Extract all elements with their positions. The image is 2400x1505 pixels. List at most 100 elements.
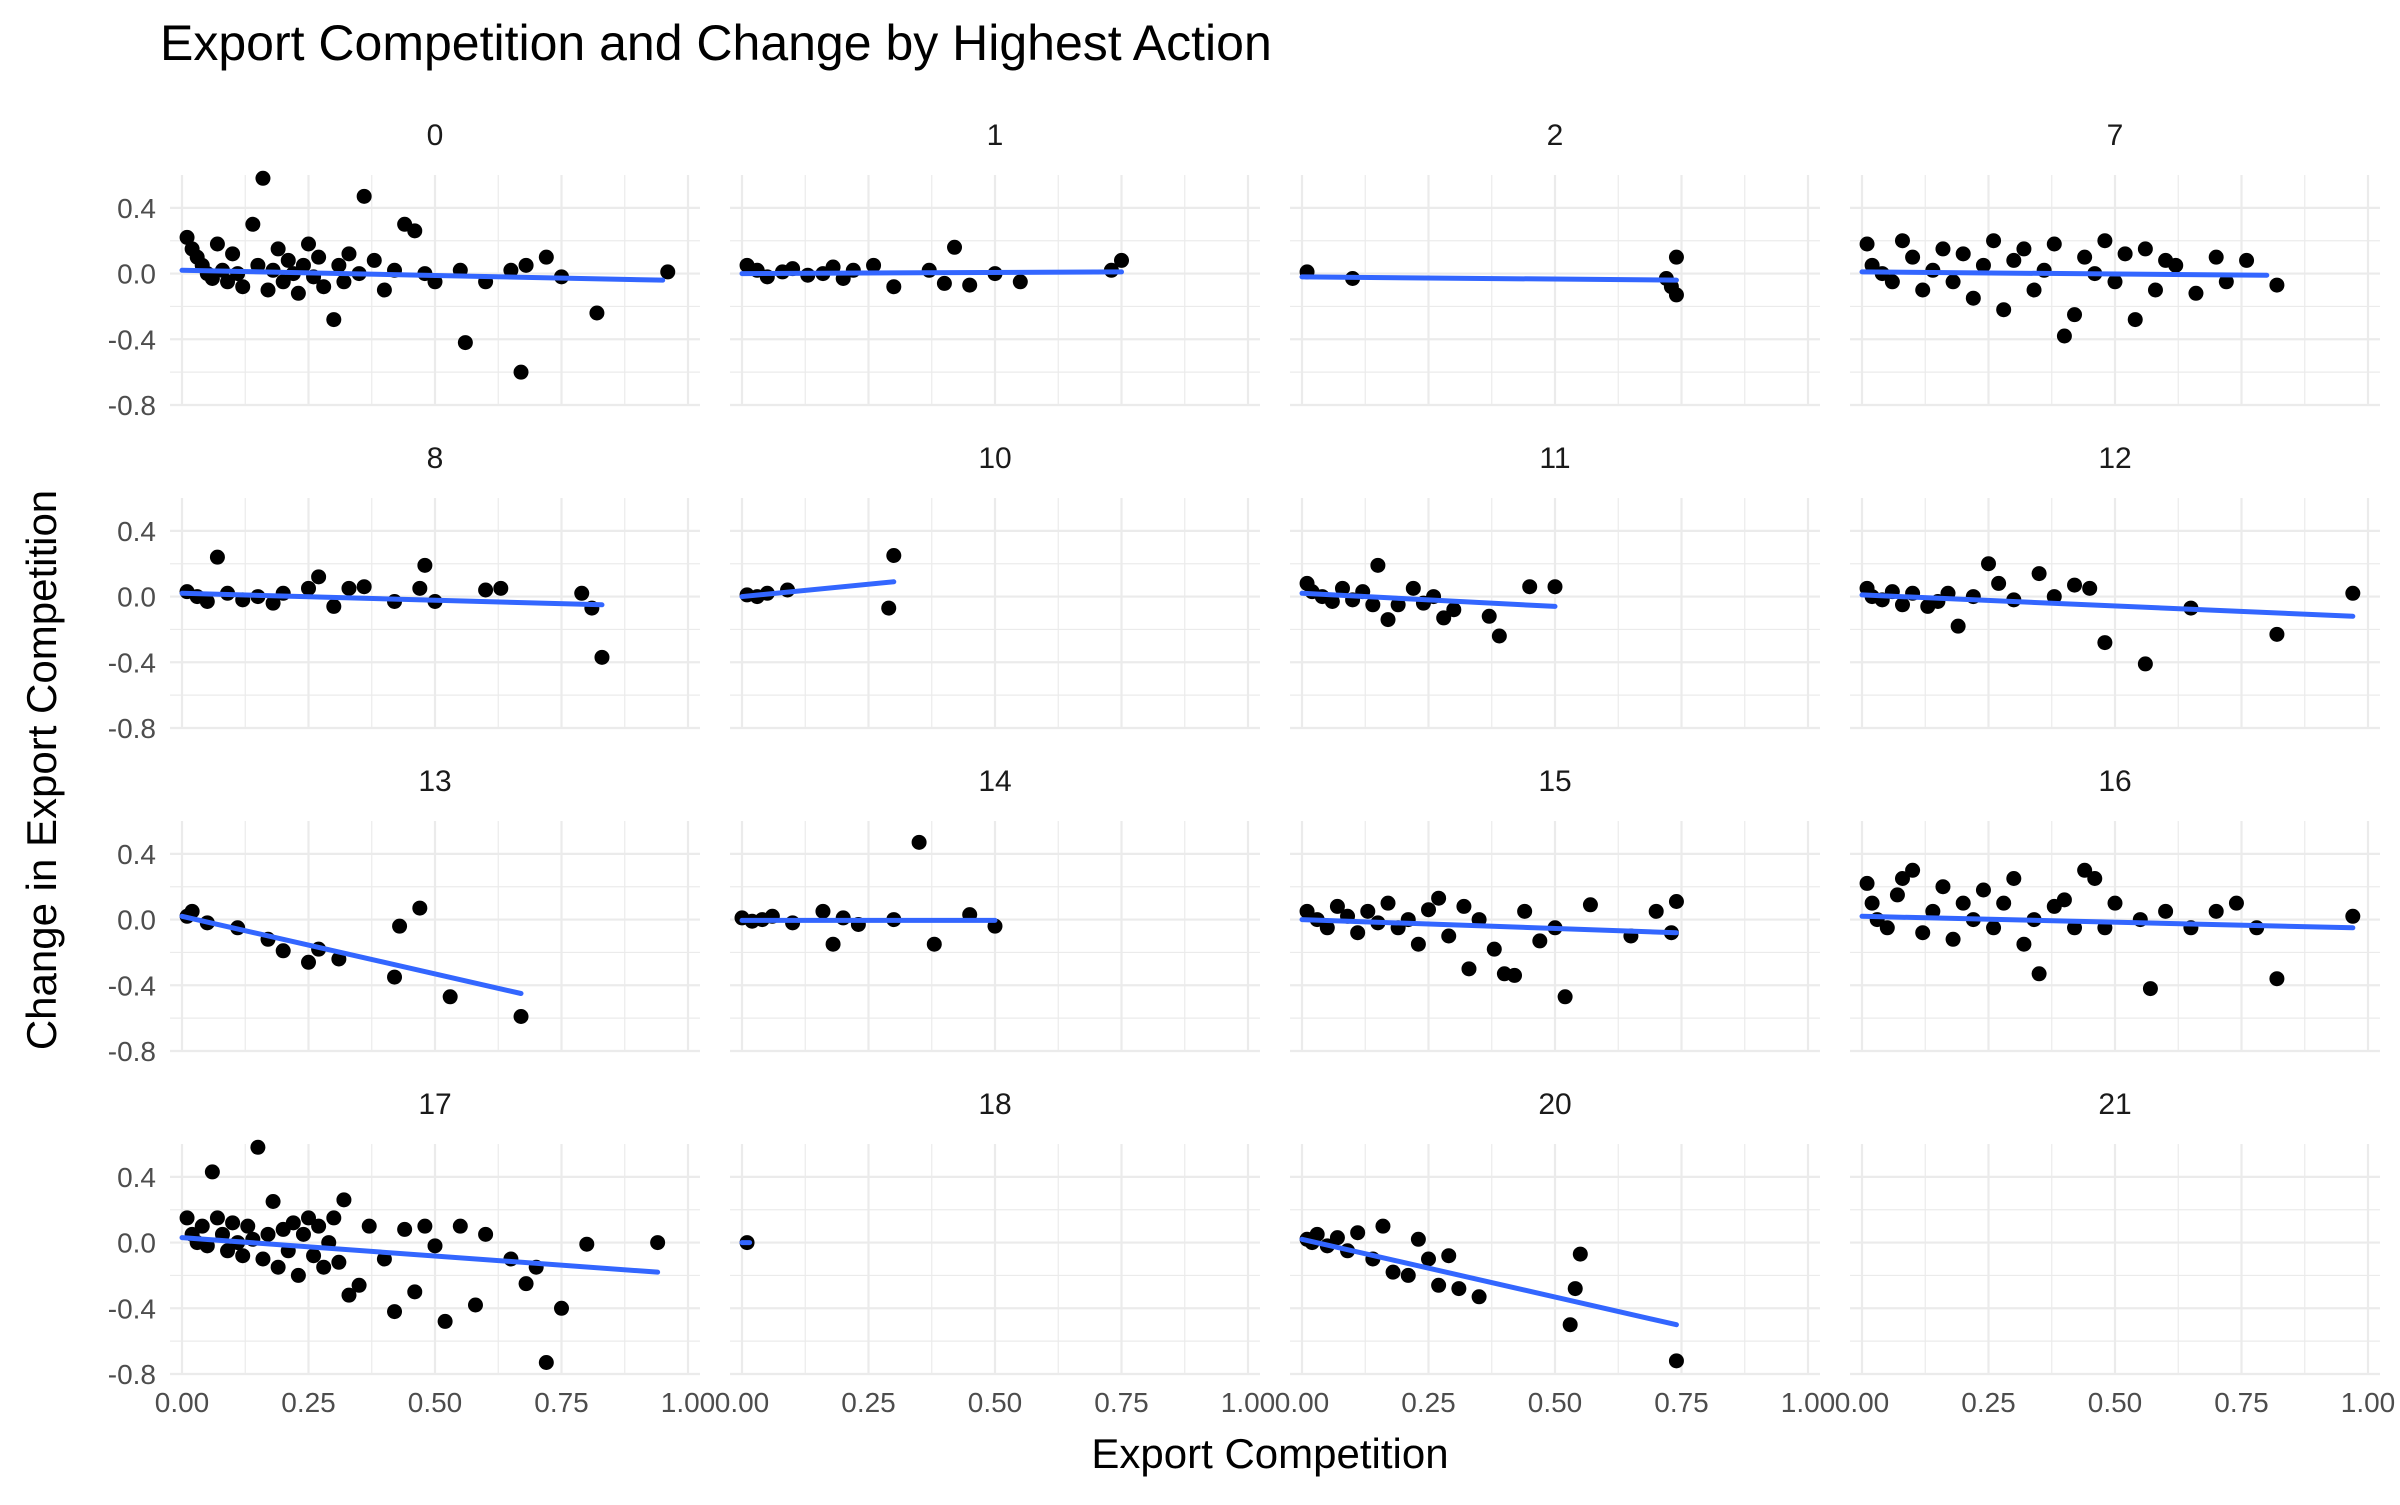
data-point [2345, 585, 2361, 601]
trend-line [1299, 590, 1558, 609]
data-point [184, 903, 200, 919]
data-point [554, 1300, 569, 1316]
data-point [1456, 898, 1472, 914]
data-point [589, 305, 605, 321]
data-point [2087, 871, 2103, 886]
facet-strip-label: 18 [978, 1088, 1011, 1121]
data-point [1324, 594, 1340, 609]
data-point [947, 239, 963, 255]
data-point [2006, 871, 2022, 886]
facet-strip-label: 11 [1539, 442, 1570, 475]
data-point [1945, 274, 1961, 290]
data-point [376, 1251, 392, 1267]
data-point [442, 989, 458, 1005]
data-point [881, 600, 897, 616]
data-point [1562, 1317, 1578, 1333]
data-point [650, 1235, 666, 1251]
data-point [2228, 895, 2244, 911]
data-point [387, 1304, 403, 1320]
data-point [886, 279, 902, 295]
facet-strip-label: 0 [427, 119, 444, 152]
data-point [1375, 1218, 1391, 1234]
data-point [295, 1226, 311, 1242]
data-point [1889, 887, 1905, 903]
x-tick-label: 0.25 [1961, 1387, 2016, 1418]
data-point [1334, 580, 1350, 596]
data-point [2077, 249, 2093, 265]
data-point [513, 1009, 529, 1024]
data-point [1436, 610, 1452, 626]
data-point [2142, 981, 2158, 997]
data-point [2077, 862, 2093, 878]
trend-line [739, 579, 897, 600]
data-point [280, 252, 296, 268]
data-point [1557, 989, 1573, 1005]
y-tick-label: 0.0 [117, 259, 156, 290]
facet-panel-16: 16 [1850, 765, 2380, 1053]
data-point [1329, 898, 1345, 914]
data-point [2137, 241, 2153, 257]
data-point [1350, 925, 1366, 941]
x-axis-label: Export Competition [1091, 1430, 1448, 1477]
data-point [1915, 925, 1931, 941]
x-tick-label: 0.50 [1528, 1387, 1583, 1418]
data-point [179, 229, 195, 245]
data-point [467, 1297, 483, 1313]
data-point [1405, 580, 1421, 596]
data-point [275, 274, 291, 290]
trend-line [1299, 274, 1679, 283]
data-point [2208, 249, 2224, 265]
data-point [1935, 241, 1951, 257]
data-point [220, 1243, 236, 1259]
data-point [2046, 236, 2062, 252]
y-tick-label: -0.8 [108, 390, 156, 421]
data-point [2158, 903, 2174, 919]
data-point [457, 335, 473, 351]
y-tick-label: 0.4 [117, 193, 156, 224]
trend-line [179, 267, 666, 283]
data-point [1114, 252, 1129, 268]
facet-panel-1: 1 [730, 119, 1260, 407]
data-point [1864, 257, 1880, 273]
data-point [326, 1210, 342, 1226]
data-point [594, 649, 610, 665]
data-point [1975, 882, 1991, 898]
data-point [341, 580, 357, 596]
data-point [1864, 895, 1880, 911]
facet-panel-8: 8 0.4 0.0 -0.4 -0.8 [108, 442, 700, 744]
data-point [1421, 1251, 1436, 1267]
data-point [311, 249, 327, 265]
data-point [290, 1267, 306, 1283]
data-point [2188, 285, 2204, 301]
data-point [437, 1313, 453, 1329]
data-point [311, 1218, 327, 1234]
data-point [1965, 290, 1981, 306]
trend-line [1859, 913, 2356, 931]
chart-title: Export Competition and Change by Highest… [160, 15, 1272, 71]
facet-strip-label: 16 [2098, 765, 2131, 798]
data-point [260, 1226, 276, 1242]
data-point [1648, 903, 1664, 919]
data-point [1486, 941, 1502, 957]
trend-line [1299, 1236, 1679, 1328]
facet-panel-20: 20 0.00 0.25 0.50 0.75 1.00 [1275, 1088, 1836, 1418]
data-point [1461, 961, 1477, 977]
data-point [1859, 875, 1875, 891]
data-point [1894, 871, 1910, 886]
data-point [2117, 246, 2133, 262]
data-point [275, 943, 291, 959]
x-tick-label: 0.75 [2214, 1387, 2269, 1418]
data-point [361, 1218, 377, 1234]
data-point [1441, 1248, 1457, 1264]
data-point [1950, 618, 1966, 634]
x-tick-label: 0.50 [2088, 1387, 2143, 1418]
data-point [1380, 895, 1396, 911]
data-point [2067, 920, 2083, 936]
data-point [412, 900, 428, 916]
data-point [204, 1164, 220, 1180]
data-point [209, 236, 225, 252]
data-point [341, 246, 357, 262]
data-point [235, 279, 251, 295]
data-point [1991, 575, 2007, 591]
